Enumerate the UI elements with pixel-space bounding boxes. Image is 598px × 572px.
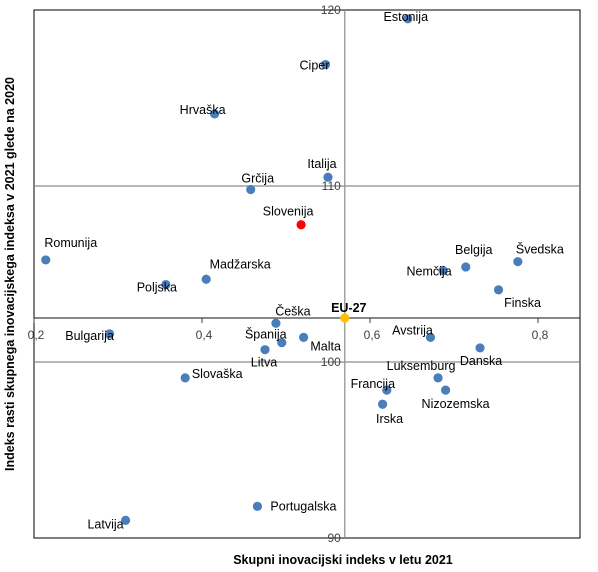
label-latvija: Latvija — [87, 517, 123, 531]
point-italija — [323, 172, 333, 182]
label-avstrija: Avstrija — [392, 323, 433, 337]
x-tick-label: 0,4 — [196, 328, 213, 342]
point-eu-27 — [340, 313, 350, 323]
y-tick-label: 120 — [321, 3, 341, 17]
point-slovenija — [296, 220, 306, 230]
y-tick-label: 90 — [327, 531, 341, 545]
y-tick-label: 100 — [321, 355, 341, 369]
x-tick-label: 0,2 — [28, 328, 45, 342]
label-belgija: Belgija — [455, 243, 493, 257]
label-grcija: Grčija — [241, 172, 274, 186]
label-slovenija: Slovenija — [263, 205, 314, 219]
label-francija: Francija — [351, 377, 396, 391]
label-irska: Irska — [376, 412, 403, 426]
x-axis-title: Skupni inovacijski indeks v letu 2021 — [233, 553, 453, 567]
label-bulgarija: Bulgarija — [65, 329, 114, 343]
point-finska — [493, 285, 504, 295]
point-nizozemska — [441, 385, 451, 395]
point-belgija — [461, 262, 471, 272]
point-malta — [299, 332, 309, 342]
label-italija: Italija — [307, 157, 336, 171]
label-nizozemska: Nizozemska — [422, 397, 490, 411]
point-irska — [378, 399, 388, 409]
point-latvija — [120, 515, 131, 526]
x-axis — [33, 317, 580, 323]
data-points — [41, 14, 523, 526]
point-bulgarija — [105, 329, 115, 339]
point-grcija — [246, 184, 256, 195]
quadrant-lines — [34, 10, 580, 538]
label-estonija: Estonija — [384, 10, 429, 24]
label-danska: Danska — [460, 354, 502, 368]
label-ciper: Ciper — [300, 59, 330, 73]
point-poljska — [161, 279, 171, 290]
label-spanija: Španija — [245, 327, 287, 342]
label-hrvaska: Hrvaška — [180, 103, 226, 117]
point-estonija — [403, 14, 413, 24]
label-slovaska: Slovaška — [192, 367, 243, 381]
label-eu-27: EU-27 — [331, 301, 366, 315]
label-luksemburg: Luksemburg — [387, 359, 456, 373]
point-labels: Estonija Ciper Hrvaška Italija Grčija Sloveni… — [44, 10, 564, 532]
point-hrvaska — [210, 109, 220, 119]
x-tick-label: 0,6 — [364, 328, 381, 342]
point-litva — [260, 345, 270, 355]
point-nemcija — [438, 265, 448, 276]
point-spanija — [277, 338, 287, 348]
point-francija — [382, 385, 392, 395]
x-tick-label: 0,8 — [532, 328, 549, 342]
point-svedska — [513, 257, 523, 267]
label-litva: Litva — [251, 356, 277, 370]
y-tick-label: 110 — [322, 179, 341, 193]
label-nemcija: Nemčija — [407, 264, 452, 278]
label-romunija: Romunija — [44, 236, 97, 250]
label-svedska: Švedska — [516, 242, 564, 257]
tick-labels: 0,2 0,4 0,6 0,8 90 100 110 120 — [28, 3, 549, 545]
point-slovaska — [180, 373, 190, 383]
label-poljska: Poljska — [137, 281, 177, 295]
point-ceska — [271, 318, 281, 328]
point-portugalska — [252, 501, 263, 511]
y-axis-title: Indeks rasti skupnega inovacijskega inde… — [3, 77, 17, 471]
label-malta: Malta — [310, 339, 341, 353]
label-portugalska: Portugalska — [270, 499, 336, 513]
point-danska — [475, 343, 485, 353]
point-ciper — [320, 59, 331, 70]
label-ceska: Češka — [275, 303, 310, 318]
point-luksemburg — [433, 373, 443, 383]
plot-area — [33, 9, 581, 539]
point-avstrija — [425, 332, 436, 342]
point-romunija — [41, 255, 51, 265]
point-madzarska — [201, 274, 211, 284]
label-madzarska: Madžarska — [210, 257, 271, 271]
label-finska: Finska — [504, 296, 541, 310]
